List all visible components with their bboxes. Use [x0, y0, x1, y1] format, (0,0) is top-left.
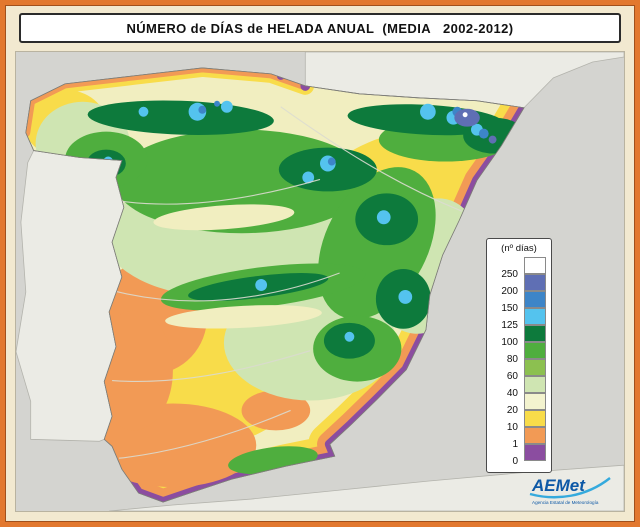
legend-color-swatch	[524, 291, 546, 308]
logo-swoosh	[529, 477, 611, 499]
legend-color-swatch	[524, 410, 546, 427]
legend-rows: 250 200 150 125 100 80 60 40 20 10 1 0	[492, 257, 546, 467]
legend-color-swatch	[524, 325, 546, 342]
map-title-bar: NÚMERO de DÍAS de HELADA ANUAL (MEDIA 20…	[19, 13, 621, 43]
legend-title: (nº días)	[501, 243, 537, 254]
aemet-logo: AEMet Agencia Estatal de Meteorología	[528, 473, 614, 507]
legend-value-label: 200	[501, 286, 518, 297]
legend-color-swatch	[524, 308, 546, 325]
legend-item: 250	[492, 257, 546, 280]
legend-item: 100	[492, 325, 546, 348]
legend-value-label: 1	[512, 439, 518, 450]
legend-item: 10	[492, 410, 546, 433]
legend: (nº días) 250 200 150 125 100 80 60 40 20 10 1 0	[486, 238, 552, 473]
legend-color-swatch	[524, 376, 546, 393]
legend-color-swatch	[524, 257, 546, 274]
valley-corridors	[153, 204, 322, 329]
legend-color-swatch	[524, 393, 546, 410]
legend-color-swatch	[524, 359, 546, 376]
legend-item: 1	[492, 427, 546, 450]
legend-value-label: 0	[512, 456, 518, 467]
logo-tagline: Agencia Estatal de Meteorología	[532, 500, 599, 505]
map-area: (nº días) 250 200 150 125 100 80 60 40 20 10 1 0 AE…	[15, 51, 625, 512]
legend-item: 150	[492, 291, 546, 314]
spain-frost-days-map	[16, 52, 624, 511]
legend-value-label: 80	[506, 354, 518, 365]
legend-value-label: 125	[501, 320, 518, 331]
legend-value-label: 20	[506, 405, 518, 416]
legend-item: 20	[492, 393, 546, 416]
frost-zone-blue-spots	[198, 100, 489, 166]
legend-value-label: 60	[506, 371, 518, 382]
legend-item: 60	[492, 359, 546, 382]
rivers	[112, 106, 463, 459]
legend-item: 80	[492, 342, 546, 365]
frost-zone-white-peak	[462, 112, 468, 118]
legend-value-label: 100	[501, 337, 518, 348]
legend-value-label: 250	[501, 269, 518, 280]
legend-value-label: 10	[506, 422, 518, 433]
aemet-logo-graphic: AEMet Agencia Estatal de Meteorología	[529, 476, 611, 505]
legend-color-swatch	[524, 274, 546, 291]
map-title: NÚMERO de DÍAS de HELADA ANUAL (MEDIA 20…	[126, 20, 514, 36]
legend-value-label: 40	[506, 388, 518, 399]
frost-zone-slate-spots	[454, 108, 497, 144]
africa-landmass	[109, 464, 624, 511]
logo-text: AEMet	[531, 476, 586, 495]
legend-item: 200	[492, 274, 546, 297]
legend-item: 125	[492, 308, 546, 331]
legend-item: 40	[492, 376, 546, 399]
legend-color-swatch	[524, 427, 546, 444]
legend-color-swatch	[524, 342, 546, 359]
legend-value-label: 150	[501, 303, 518, 314]
spain-coastline-outline	[25, 67, 525, 503]
legend-color-swatch	[524, 444, 546, 461]
legend-item: 0	[492, 444, 546, 467]
